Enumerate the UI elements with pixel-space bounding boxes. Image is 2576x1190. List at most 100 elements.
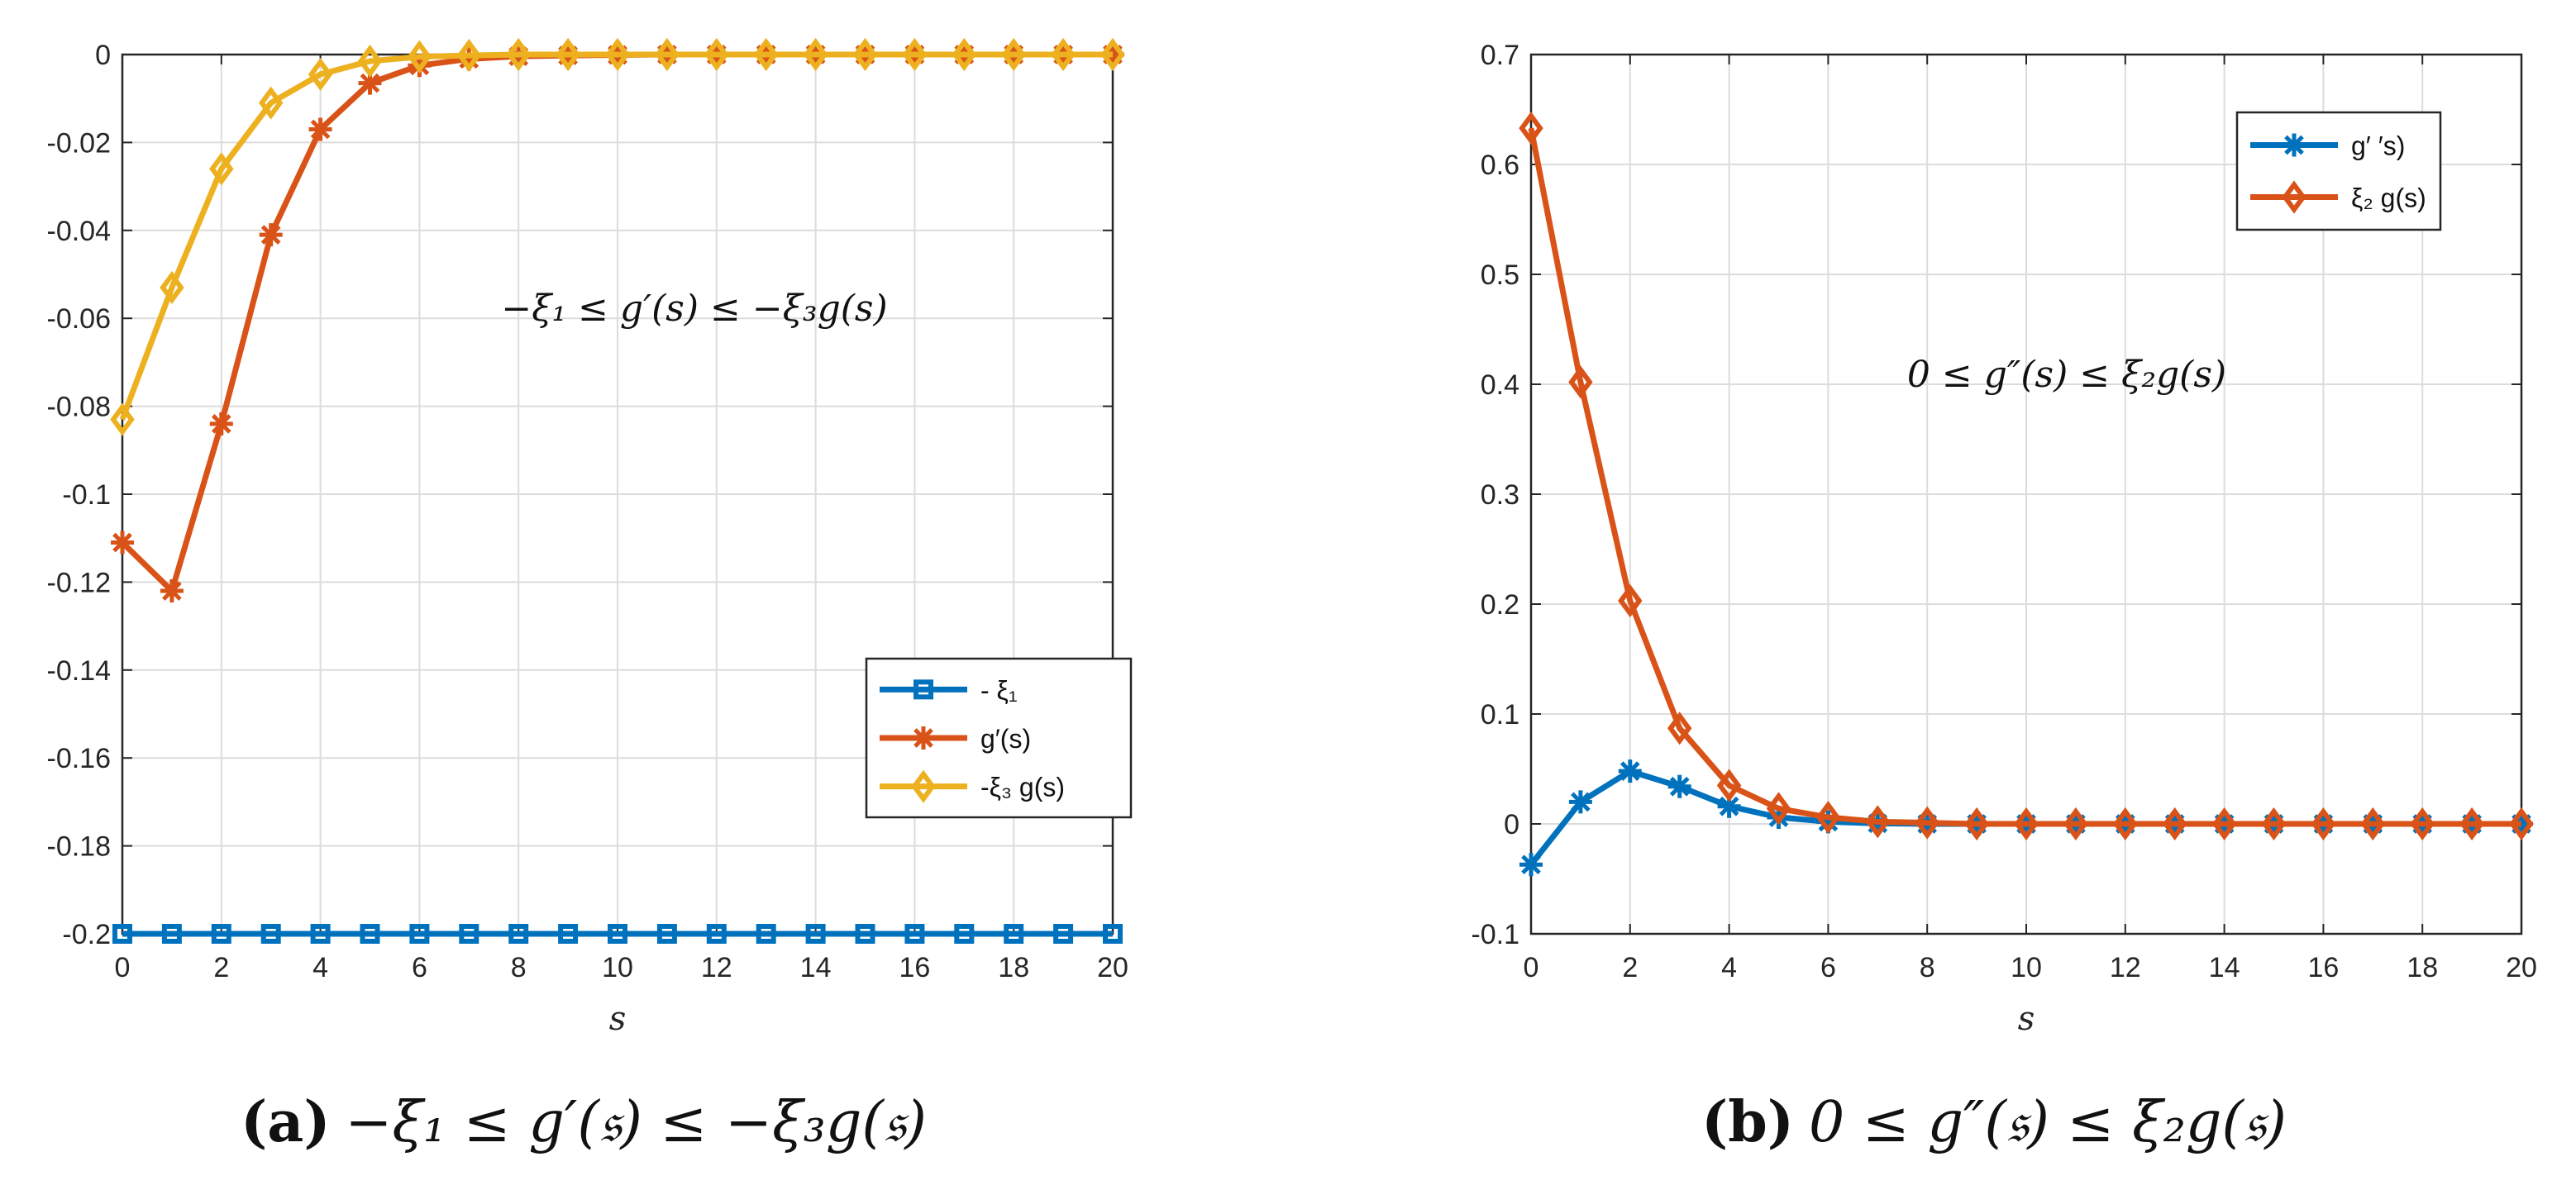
chart-a-annotation: −ξ₁ ≤ g′(s) ≤ −ξ₃g(s)	[501, 288, 887, 330]
chart-b-data-point	[1667, 774, 1691, 798]
chart-a-data-point	[558, 924, 579, 944]
chart-b-data-point	[1716, 769, 1742, 802]
chart-a-x-tick-label: 0	[115, 952, 131, 983]
chart-a-data-point	[704, 37, 729, 72]
chart-a-y-tick-label: -0.04	[47, 216, 112, 247]
chart-a-data-point	[459, 924, 479, 944]
chart-b-y-tick-label: 0.5	[1481, 259, 1519, 291]
chart-a-data-point	[852, 37, 878, 72]
chart-a-data-point	[211, 924, 231, 944]
chart-a-y-tick-label: -0.18	[47, 831, 112, 863]
chart-a-data-point	[160, 579, 184, 603]
chart-a-legend-label: g′(s)	[980, 724, 1031, 754]
chart-a-data-point	[112, 924, 132, 944]
chart-a-data-point	[1051, 37, 1076, 72]
chart-b-y-tick-label: 0.4	[1481, 369, 1519, 401]
chart-a-data-point	[111, 531, 134, 555]
chart-b-data-point	[1568, 790, 1592, 814]
chart-a-data-point	[1053, 924, 1074, 944]
chart-b-y-tick-label: 0.1	[1481, 699, 1519, 731]
chart-a-legend-marker	[912, 726, 935, 750]
chart-b-data-point	[1618, 583, 1643, 618]
chart-a-data-point	[803, 37, 828, 72]
chart-a-data-point	[409, 924, 430, 944]
chart-a-y-tick-label: -0.16	[47, 743, 112, 774]
chart-b-x-axis-label: s	[2018, 1000, 2035, 1038]
chart-a-series-line	[119, 51, 1113, 421]
chart-a-y-tick-label: -0.02	[47, 127, 112, 159]
chart-a-x-tick-label: 16	[899, 952, 930, 983]
chart-a-data-point	[756, 924, 776, 944]
chart-b-series-line	[1528, 127, 2521, 827]
chart-a-x-tick-label: 12	[701, 952, 732, 983]
chart-a-data-point	[1004, 924, 1024, 944]
chart-a-x-tick-label: 18	[998, 952, 1029, 983]
chart-b-data-point	[2113, 807, 2138, 841]
chart-b-y-tick-label: 0.7	[1481, 40, 1519, 71]
chart-a-y-tick-label: -0.08	[47, 392, 112, 423]
chart-a-data-point	[508, 924, 529, 944]
chart-b-x-tick-label: 4	[1721, 952, 1737, 983]
chart-a-data-point	[805, 924, 826, 944]
chart-a-x-tick-label: 8	[511, 952, 527, 983]
chart-b-data-point	[2211, 807, 2237, 841]
chart-a-x-tick-label: 14	[800, 952, 832, 983]
chart-b-data-point	[1915, 806, 1939, 840]
chart-b-data-point	[1766, 792, 1791, 826]
chart-a-x-tick-label: 6	[412, 952, 427, 983]
chart-b-x-tick-label: 2	[1622, 952, 1638, 983]
chart-a-x-axis-label: s	[609, 1000, 627, 1038]
chart-a-data-point	[456, 38, 482, 73]
chart-b: 0 2 4 6 8 10 12 14 16 18 200.70.60.50.40.30.20.10-…	[1471, 40, 2537, 1038]
chart-b-data-point	[2014, 807, 2039, 841]
chart-b-axes-frame	[1529, 53, 2523, 935]
chart-a-series-2	[110, 37, 1125, 436]
chart-b-x-tick-label: 0	[1524, 952, 1539, 983]
caption-b-label: (b)	[1701, 1089, 1794, 1155]
chart-b-data-point	[1519, 112, 1543, 145]
chart-a-y-tick-label: -0.2	[62, 919, 111, 950]
chart-b-y-tick-label: 0	[1504, 809, 1519, 840]
chart-b-data-point	[1717, 794, 1741, 818]
chart-b-legend-label: ξ₂ g(s)	[2351, 183, 2426, 213]
caption-b: (b) 0 ≤ g″(𝔰) ≤ ξ₂g(𝔰)	[1701, 1089, 2287, 1156]
chart-b-data-point	[2261, 807, 2287, 841]
chart-b-data-point	[1816, 810, 1840, 834]
chart-a-data-point	[656, 924, 677, 944]
chart-a-data-point	[506, 37, 531, 72]
chart-a-x-tick-label: 2	[213, 952, 229, 983]
chart-a-x-tick-label: 4	[312, 952, 328, 983]
chart-b-legend-marker	[2283, 133, 2306, 157]
chart-b-data-point	[1519, 853, 1543, 877]
chart-a-data-point	[209, 152, 234, 186]
chart-b-data-point	[2162, 807, 2187, 841]
chart-b-data-point	[1667, 712, 1692, 745]
chart-b-x-tick-label: 10	[2011, 952, 2042, 983]
chart-a-data-point	[753, 37, 779, 72]
chart-b-data-point	[2360, 807, 2386, 841]
chart-b-y-tick-label: 0.2	[1481, 589, 1519, 621]
chart-a-data-point	[258, 86, 284, 120]
chart-a-y-tick-label: -0.06	[47, 303, 112, 335]
chart-b-data-point	[2410, 807, 2435, 841]
chart-a-legend-marker	[911, 769, 936, 803]
chart-a-data-point	[855, 924, 875, 944]
chart-a-data-point	[160, 270, 184, 305]
chart-a-data-point	[259, 223, 283, 247]
chart-a-data-point	[1001, 37, 1026, 72]
chart-b-y-tick-label: 0.6	[1481, 150, 1519, 181]
chart-a-legend-label: - ξ₁	[980, 675, 1018, 705]
caption-a: (a) −ξ₁ ≤ g′(𝔰) ≤ −ξ₃g(𝔰)	[241, 1089, 927, 1156]
chart-a-data-point	[308, 57, 333, 92]
chart-a-data-point	[1100, 37, 1125, 72]
chart-a-x-tick-label: 20	[1097, 952, 1128, 983]
caption-a-text: −ξ₁ ≤ g′(𝔰) ≤ −ξ₃g(𝔰)	[345, 1090, 927, 1155]
chart-a-data-point	[407, 40, 432, 74]
chart-b-legend: g′ ′s) ξ₂ g(s)	[2235, 111, 2442, 231]
chart-a-data-point	[706, 924, 727, 944]
chart-a-data-point	[457, 47, 481, 71]
chart-b-data-point	[1865, 805, 1891, 839]
chart-a-data-point	[110, 402, 135, 436]
chart-b-x-tick-label: 14	[2209, 952, 2240, 983]
